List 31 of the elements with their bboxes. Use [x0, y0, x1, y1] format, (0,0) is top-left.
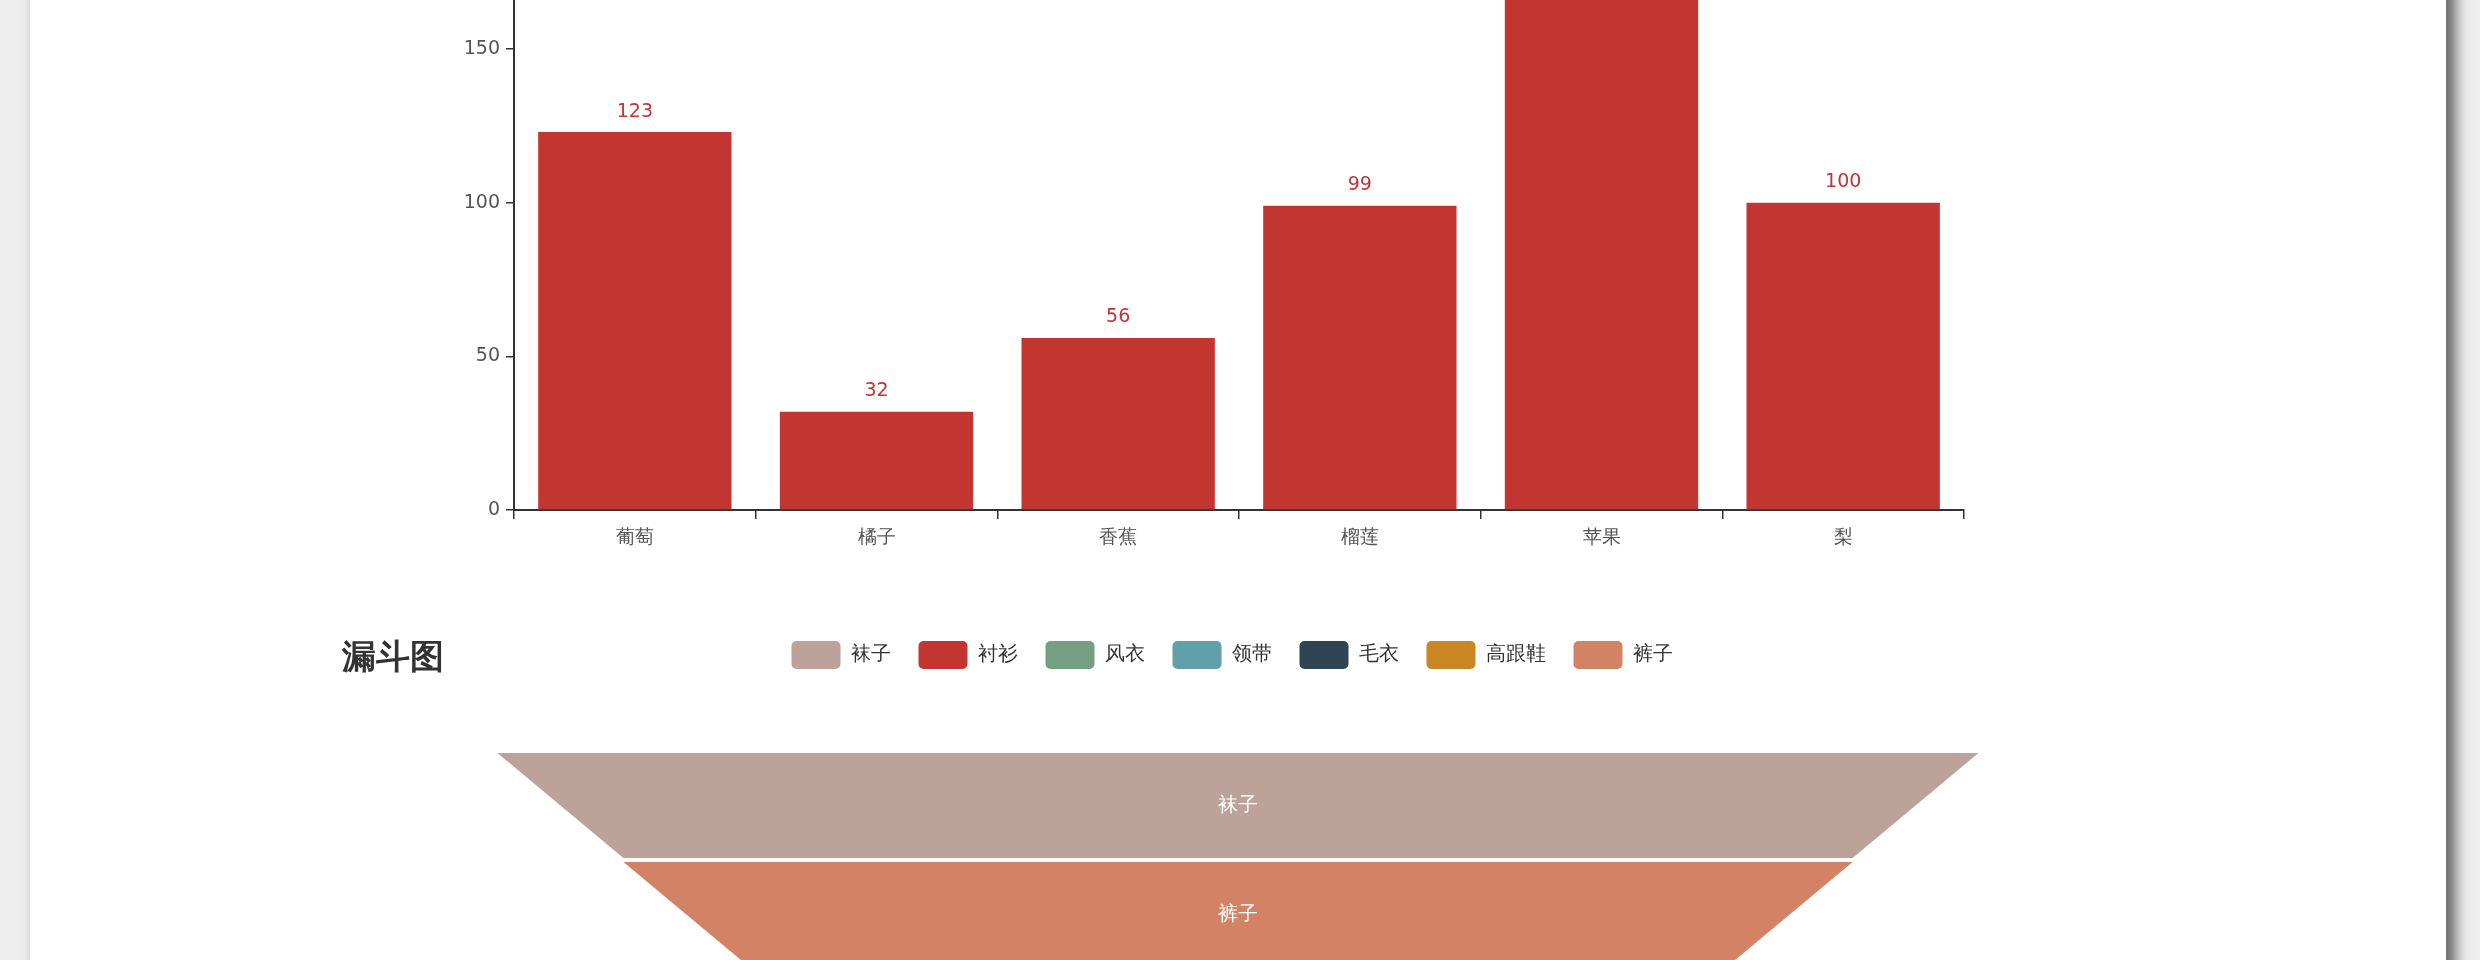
legend-label: 袜子 — [850, 641, 891, 666]
x-tick-label: 梨 — [1833, 525, 1853, 548]
y-tick-label: 100 — [463, 189, 500, 212]
bar — [1746, 202, 1940, 510]
y-tick-label: 0 — [487, 496, 500, 519]
data-label: 99 — [1347, 172, 1372, 195]
y-tick-label: 50 — [475, 343, 500, 366]
x-tick-label: 橘子 — [857, 525, 896, 548]
category-label: 袜子 — [1218, 791, 1258, 816]
bar — [1504, 0, 1699, 510]
legend-label: 风衣 — [1104, 641, 1145, 666]
x-tick-label: 苹果 — [1582, 525, 1621, 548]
x-tick-label: 葡萄 — [615, 525, 654, 548]
data-label: 100 — [1825, 169, 1862, 192]
bar — [1021, 337, 1215, 510]
legend-label: 领带 — [1231, 641, 1272, 666]
data-label: 32 — [864, 378, 889, 401]
legend-label: 高跟鞋 — [1485, 641, 1546, 666]
bar — [779, 411, 974, 510]
legend-label: 衬衫 — [977, 641, 1018, 666]
x-tick-label: 香蕉 — [1099, 525, 1138, 548]
data-label: 123 — [616, 98, 653, 121]
y-tick-label: 150 — [463, 36, 500, 59]
text: 漏斗图 — [341, 635, 444, 676]
bar — [538, 132, 732, 510]
bar — [1263, 205, 1457, 510]
x-tick-label: 榴莲 — [1340, 525, 1379, 548]
data-label: 56 — [1106, 304, 1131, 327]
legend-label: 毛衣 — [1358, 641, 1399, 666]
legend-label: 裤子 — [1632, 641, 1673, 666]
category-label: 裤子 — [1218, 900, 1258, 925]
